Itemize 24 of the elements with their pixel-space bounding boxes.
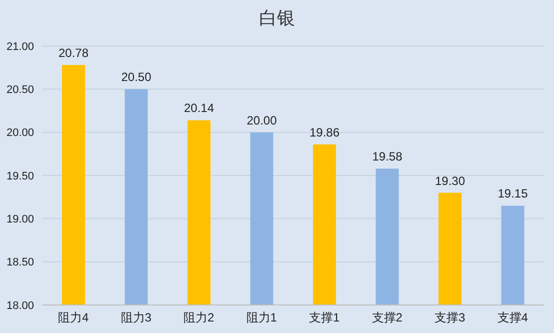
y-tick-label: 18.00 — [6, 300, 34, 312]
data-label: 20.00 — [246, 113, 278, 128]
x-tick-label: 支撑4 — [497, 310, 528, 325]
y-tick-label: 19.00 — [6, 214, 34, 226]
y-tick-label: 20.50 — [6, 84, 34, 96]
data-label: 20.14 — [184, 101, 214, 116]
chart-title: 白银 — [258, 7, 296, 30]
data-label: 20.78 — [58, 46, 89, 60]
data-label: 19.15 — [498, 186, 528, 201]
x-tick-label: 支撑3 — [434, 310, 466, 325]
x-tick-label: 阻力4 — [58, 310, 90, 325]
x-tick-label: 阻力1 — [246, 310, 278, 325]
x-tick-label: 阻力2 — [184, 310, 215, 325]
x-tick-label: 支撑2 — [372, 310, 403, 325]
data-label: 19.30 — [434, 174, 466, 188]
y-tick-label: 20.00 — [6, 127, 34, 140]
data-label: 19.86 — [309, 125, 340, 140]
x-tick-label: 阻力3 — [120, 310, 152, 325]
y-tick-label: 18.50 — [6, 256, 34, 269]
data-label: 19.58 — [372, 150, 403, 164]
x-tick-label: 支撑1 — [309, 310, 340, 325]
y-tick-label: 21.00 — [6, 40, 34, 53]
y-tick-label: 19.50 — [6, 170, 34, 182]
data-label: 20.50 — [121, 70, 152, 84]
